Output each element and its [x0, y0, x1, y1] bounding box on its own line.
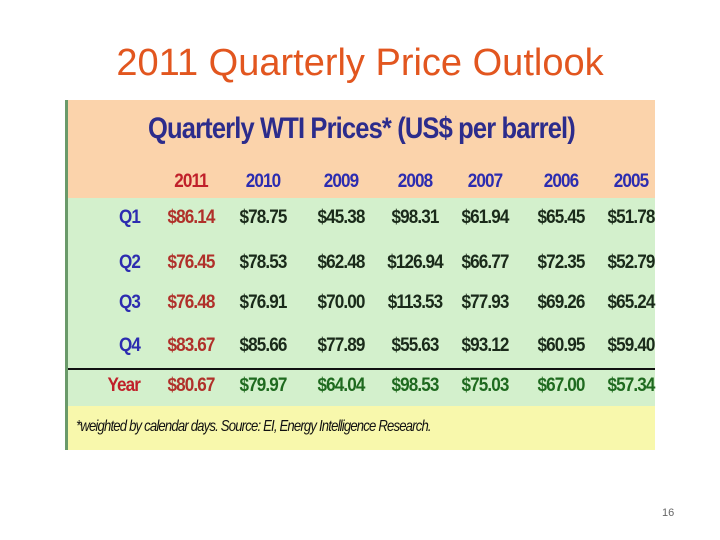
cell: $86.14 [167, 207, 216, 228]
cell: $98.31 [391, 207, 440, 228]
cell: $93.12 [461, 335, 510, 356]
column-header: 2010 [245, 171, 281, 192]
slide-title: 2011 Quarterly Price Outlook [116, 42, 604, 84]
data-band [68, 198, 655, 368]
page-number: 16 [662, 507, 675, 519]
cell: $67.00 [537, 375, 586, 396]
row-label: Q1 [118, 207, 141, 228]
cell: $126.94 [387, 252, 443, 273]
cell: $76.48 [167, 292, 216, 313]
cell: $55.63 [391, 335, 440, 356]
cell: $61.94 [461, 207, 510, 228]
column-header: 2011 [174, 171, 208, 192]
cell: $77.89 [317, 335, 366, 356]
cell: $62.48 [317, 252, 366, 273]
cell: $59.40 [607, 335, 656, 356]
column-header: 2008 [397, 171, 433, 192]
column-header: 2006 [543, 171, 579, 192]
cell: $85.66 [239, 335, 288, 356]
column-header: 2007 [467, 171, 503, 192]
cell: $76.91 [239, 292, 288, 313]
column-header: 2009 [323, 171, 359, 192]
cell: $64.04 [317, 375, 366, 396]
table: Quarterly WTI Prices* (US$ per barrel) *… [65, 100, 655, 450]
cell: $79.97 [239, 375, 288, 396]
cell: $78.53 [239, 252, 288, 273]
cell: $98.53 [391, 375, 440, 396]
cell: $72.35 [537, 252, 586, 273]
cell: $75.03 [461, 375, 510, 396]
cell: $83.67 [167, 335, 216, 356]
cell: $45.38 [317, 207, 366, 228]
cell: $65.24 [607, 292, 656, 313]
table-title: Quarterly WTI Prices* (US$ per barrel) [148, 112, 576, 145]
row-label: Q3 [118, 292, 141, 313]
header-band [68, 100, 655, 198]
cell: $80.67 [167, 375, 216, 396]
cell: $51.78 [607, 207, 656, 228]
cell: $78.75 [239, 207, 288, 228]
cell: $113.53 [387, 292, 443, 313]
row-label: Q4 [118, 335, 141, 356]
cell: $69.26 [537, 292, 586, 313]
cell: $60.95 [537, 335, 586, 356]
footnote: *weighted by calendar days. Source: EI, … [76, 418, 432, 435]
row-label: Year [107, 375, 140, 396]
cell: $76.45 [167, 252, 216, 273]
column-header: 2005 [613, 171, 649, 192]
footnote-band [68, 406, 655, 450]
year-band [68, 368, 655, 408]
row-label: Q2 [118, 252, 141, 273]
cell: $57.34 [607, 375, 656, 396]
cell: $52.79 [607, 252, 656, 273]
cell: $70.00 [317, 292, 366, 313]
cell: $77.93 [461, 292, 510, 313]
cell: $65.45 [537, 207, 586, 228]
cell: $66.77 [461, 252, 510, 273]
